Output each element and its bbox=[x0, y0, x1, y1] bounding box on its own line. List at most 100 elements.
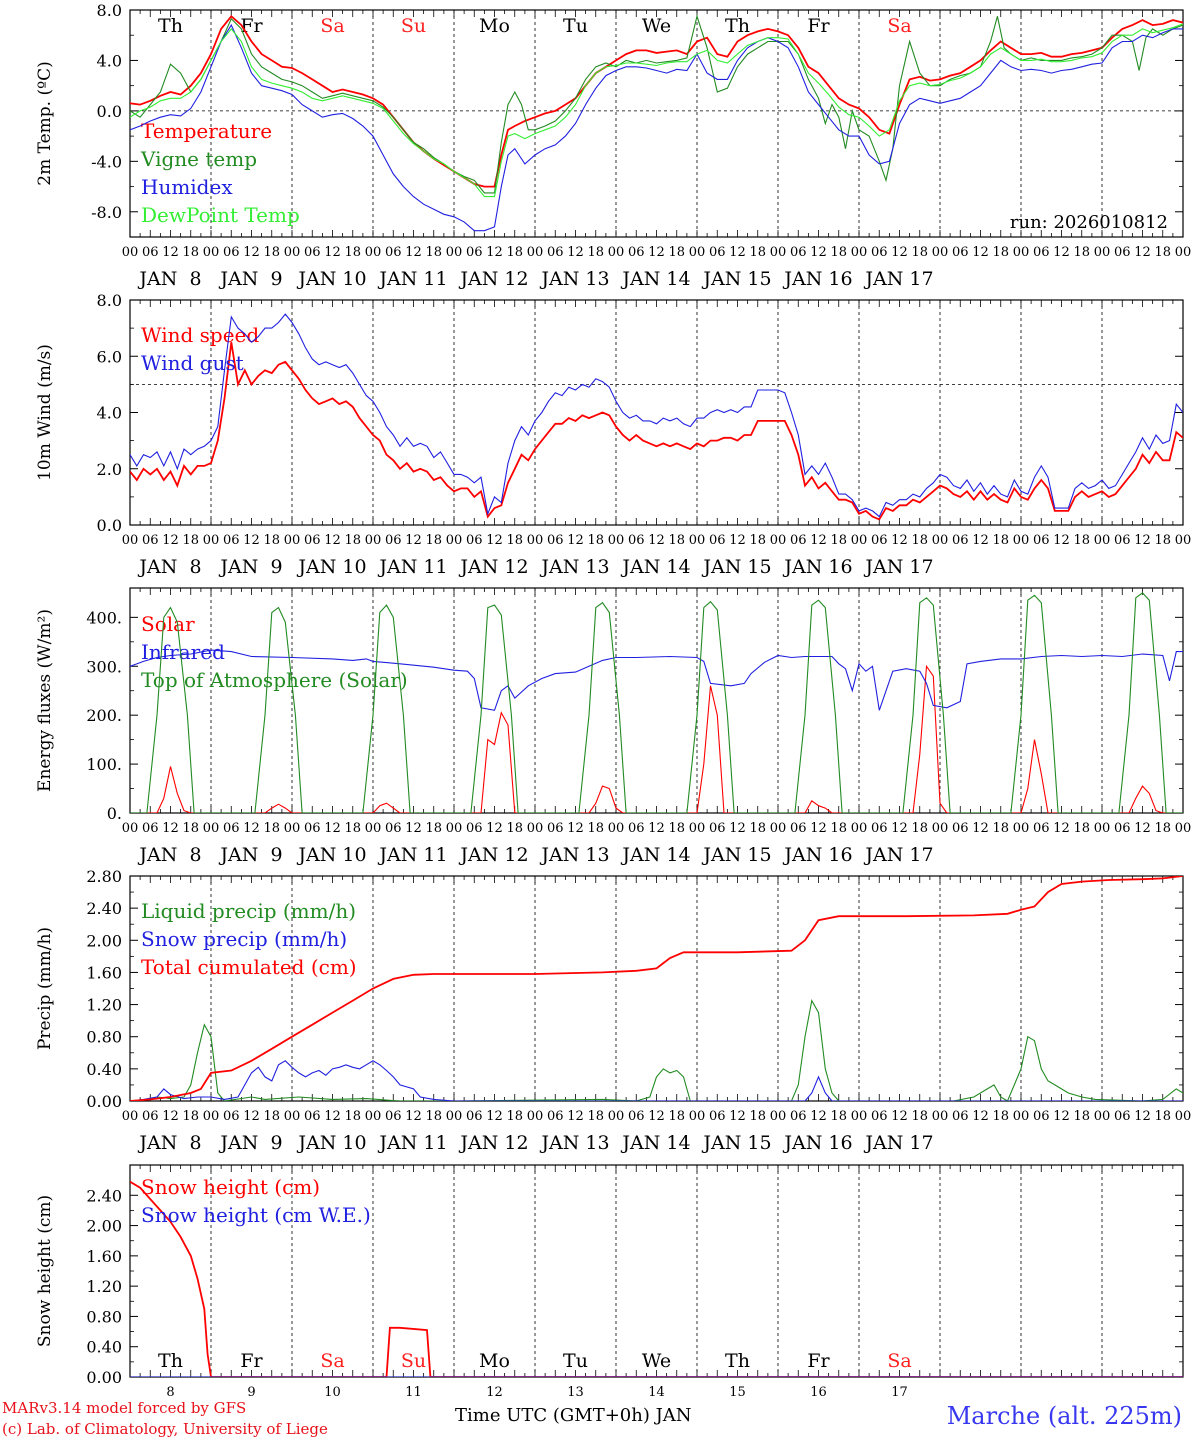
hour-label: 12 bbox=[567, 245, 584, 260]
hour-label: 18 bbox=[587, 245, 604, 260]
day-number-label: 17 bbox=[891, 1385, 908, 1400]
weekday-label: Th bbox=[725, 15, 750, 37]
weekday-label: Sa bbox=[887, 15, 911, 37]
y-tick-label: 0.80 bbox=[86, 1307, 122, 1326]
legend-entry: Humidex bbox=[141, 175, 233, 199]
hour-label: 00 bbox=[932, 533, 949, 548]
hour-label: 00 bbox=[1175, 533, 1192, 548]
hour-label: 12 bbox=[1053, 1109, 1070, 1124]
weekday-label: We bbox=[642, 1350, 671, 1372]
series-line-lightgreen bbox=[130, 23, 1183, 198]
date-label: JAN 8 bbox=[137, 556, 201, 578]
legend-entry: Liquid precip (mm/h) bbox=[141, 899, 356, 923]
y-tick-label: 2.00 bbox=[86, 931, 122, 950]
hour-label: 12 bbox=[1053, 533, 1070, 548]
hour-label: 06 bbox=[466, 245, 483, 260]
hour-label: 18 bbox=[992, 1109, 1009, 1124]
hour-label: 00 bbox=[1013, 821, 1030, 836]
hour-label: 00 bbox=[1175, 1109, 1192, 1124]
x-axis-title: Time UTC (GMT+0h) JAN bbox=[455, 1405, 692, 1426]
hour-label: 06 bbox=[142, 821, 159, 836]
hour-label: 12 bbox=[1134, 533, 1151, 548]
hour-label: 12 bbox=[243, 533, 260, 548]
date-label: JAN 17 bbox=[863, 268, 933, 290]
y-axis-title: 2m Temp. (ºC) bbox=[35, 61, 55, 186]
hour-label: 00 bbox=[689, 1109, 706, 1124]
legend-entry: Wind speed bbox=[141, 323, 259, 347]
y-tick-label: 8.0 bbox=[97, 291, 122, 310]
hour-label: 12 bbox=[324, 245, 341, 260]
credits: MARv3.14 model forced by GFS (c) Lab. of… bbox=[2, 1398, 328, 1440]
hour-label: 06 bbox=[871, 821, 888, 836]
hour-label: 18 bbox=[263, 245, 280, 260]
date-label: JAN 14 bbox=[620, 556, 690, 578]
hour-label: 06 bbox=[385, 1109, 402, 1124]
hour-label: 12 bbox=[891, 1109, 908, 1124]
y-tick-label: 100. bbox=[86, 755, 122, 774]
hour-label: 00 bbox=[284, 821, 301, 836]
hour-label: 18 bbox=[1073, 1109, 1090, 1124]
y-tick-label: 8.0 bbox=[97, 1, 122, 20]
hour-label: 18 bbox=[506, 245, 523, 260]
hour-label: 06 bbox=[709, 821, 726, 836]
series-line-blue bbox=[130, 23, 1183, 232]
hour-label: 06 bbox=[466, 1109, 483, 1124]
date-label: JAN 14 bbox=[620, 268, 690, 290]
date-label: JAN 15 bbox=[701, 1132, 771, 1154]
y-tick-label: 2.40 bbox=[86, 1186, 122, 1205]
legend-entry: DewPoint Temp bbox=[141, 203, 300, 227]
hour-label: 12 bbox=[243, 821, 260, 836]
date-label: JAN 8 bbox=[137, 268, 201, 290]
y-tick-label: -4.0 bbox=[91, 152, 122, 171]
hour-label: 12 bbox=[567, 533, 584, 548]
hour-label: 12 bbox=[648, 245, 665, 260]
hour-label: 06 bbox=[304, 533, 321, 548]
hour-label: 06 bbox=[709, 533, 726, 548]
hour-label: 06 bbox=[952, 821, 969, 836]
hour-label: 00 bbox=[284, 245, 301, 260]
hour-label: 00 bbox=[851, 245, 868, 260]
date-label: JAN 10 bbox=[296, 1132, 366, 1154]
hour-label: 18 bbox=[749, 1109, 766, 1124]
hour-label: 12 bbox=[891, 245, 908, 260]
y-tick-label: -8.0 bbox=[91, 203, 122, 222]
legend-entry: Snow height (cm W.E.) bbox=[141, 1203, 371, 1227]
hour-label: 12 bbox=[486, 821, 503, 836]
hour-label: 06 bbox=[628, 533, 645, 548]
hour-label: 06 bbox=[709, 1109, 726, 1124]
hour-label: 18 bbox=[344, 245, 361, 260]
y-tick-label: 0.0 bbox=[97, 516, 122, 535]
weekday-label: Sa bbox=[320, 15, 344, 37]
hour-label: 18 bbox=[992, 821, 1009, 836]
series-line-blue bbox=[130, 313, 1183, 518]
hour-label: 00 bbox=[851, 821, 868, 836]
hour-label: 00 bbox=[689, 533, 706, 548]
hour-label: 18 bbox=[1073, 533, 1090, 548]
date-label: JAN 17 bbox=[863, 844, 933, 866]
hour-label: 12 bbox=[891, 821, 908, 836]
hour-label: 00 bbox=[203, 245, 220, 260]
hour-label: 06 bbox=[223, 1109, 240, 1124]
hour-label: 12 bbox=[243, 245, 260, 260]
hour-label: 18 bbox=[911, 821, 928, 836]
hour-label: 06 bbox=[466, 533, 483, 548]
weekday-label: Fr bbox=[240, 1350, 263, 1372]
hour-label: 00 bbox=[527, 245, 544, 260]
hour-label: 06 bbox=[628, 1109, 645, 1124]
hour-label: 00 bbox=[1013, 533, 1030, 548]
hour-label: 12 bbox=[972, 245, 989, 260]
hour-label: 12 bbox=[1134, 821, 1151, 836]
hour-label: 00 bbox=[203, 1109, 220, 1124]
hour-label: 12 bbox=[567, 1109, 584, 1124]
hour-label: 06 bbox=[385, 245, 402, 260]
hour-label: 12 bbox=[1053, 245, 1070, 260]
hour-label: 18 bbox=[668, 533, 685, 548]
hour-label: 12 bbox=[324, 533, 341, 548]
hour-label: 12 bbox=[891, 533, 908, 548]
hour-label: 00 bbox=[770, 821, 787, 836]
date-label: JAN 12 bbox=[458, 556, 528, 578]
y-tick-label: 1.60 bbox=[86, 1247, 122, 1266]
hour-label: 00 bbox=[203, 821, 220, 836]
hour-label: 00 bbox=[932, 245, 949, 260]
hour-label: 06 bbox=[628, 821, 645, 836]
